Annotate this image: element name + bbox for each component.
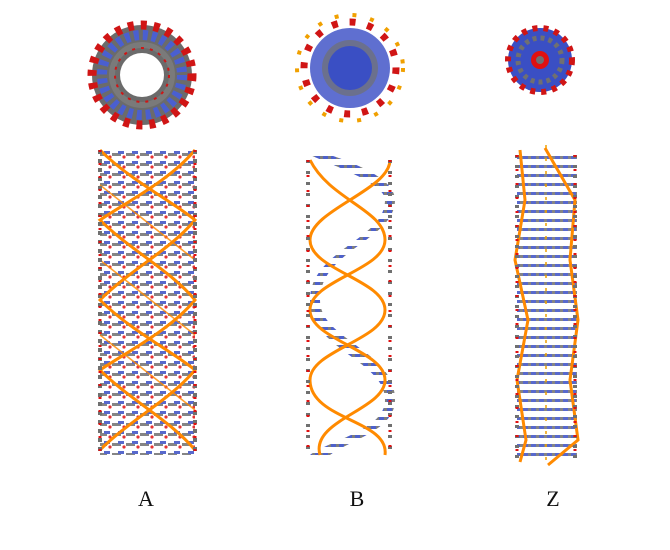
b-form-top-view (295, 13, 405, 123)
panel-label-b: B (349, 486, 365, 511)
b-form-side-view (306, 155, 395, 456)
a-form-side-view (97, 148, 198, 455)
panel-label-z: Z (546, 486, 560, 511)
z-form-side-view (513, 145, 580, 470)
a-form-top-view (87, 20, 197, 130)
panel-label-a: A (138, 486, 154, 511)
z-form-top-view (505, 25, 575, 95)
